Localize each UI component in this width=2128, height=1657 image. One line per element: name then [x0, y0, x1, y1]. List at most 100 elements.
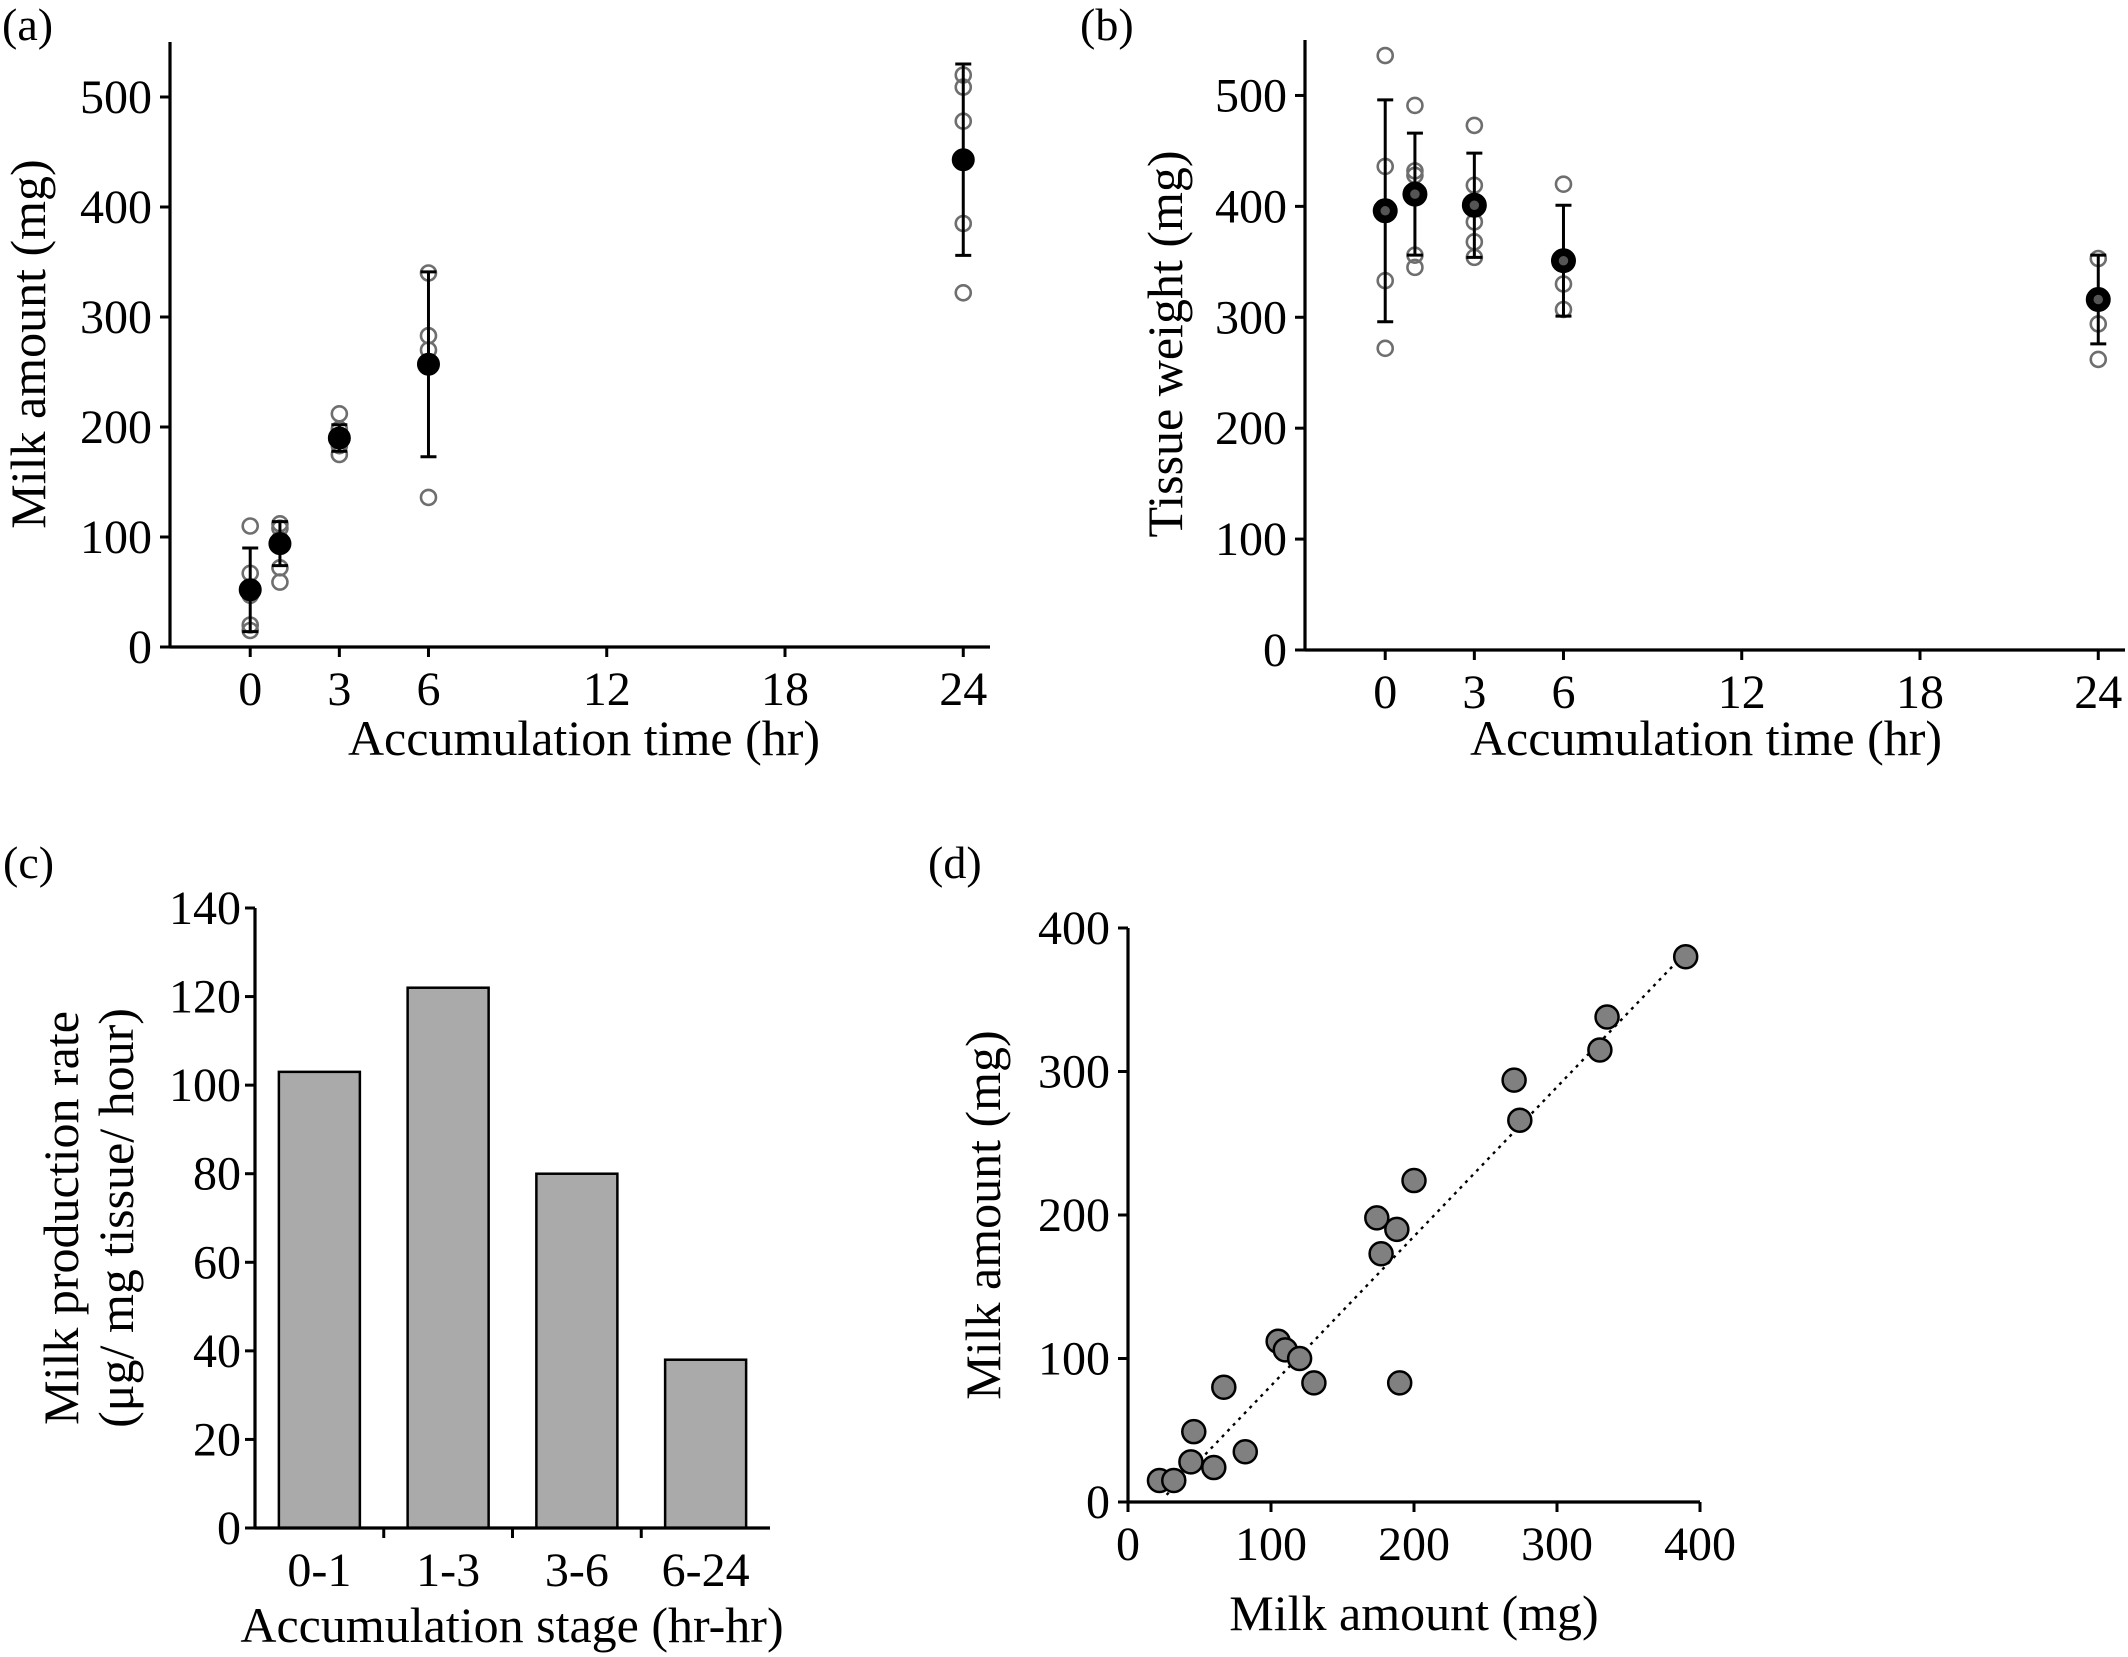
- panel-a-mean-point: [951, 148, 975, 172]
- panel-b-raw-point: [1376, 339, 1395, 358]
- panel-b-mean-point-center: [1377, 203, 1393, 219]
- panel-c-xtick-label: 6-24: [662, 1544, 750, 1597]
- panel-d-point: [1384, 1216, 1410, 1243]
- panel-b-raw-point: [1376, 46, 1395, 65]
- panel-a-raw-point: [241, 517, 260, 535]
- panel-c-ytick-label: 80: [193, 1148, 241, 1201]
- panel-d-point: [1364, 1205, 1390, 1231]
- panel-d-point: [1201, 1454, 1227, 1481]
- panel-a-mean-point: [268, 532, 292, 556]
- panel-a-raw-point: [271, 573, 289, 591]
- panel-d-point: [1672, 943, 1699, 970]
- panel-d-ytick-label: 200: [1038, 1189, 1110, 1242]
- panel-d-point: [1587, 1037, 1613, 1063]
- panel-d-point: [1161, 1467, 1187, 1494]
- panel-c-ytick-label: 40: [193, 1325, 241, 1378]
- panel-a-raw-point: [330, 404, 349, 423]
- panel-d-xtick-label: 0: [1116, 1518, 1140, 1571]
- panel-a: (a) 0 100 200 300 400 500 0 3 6 12 18 24 Accumulati…: [0, 0, 990, 766]
- panel-d-ytick-label: 100: [1038, 1333, 1110, 1386]
- panel-d-label: (d): [928, 837, 982, 888]
- panel-b-xtick-label: 24: [2074, 666, 2122, 719]
- panel-d-point: [1211, 1374, 1237, 1400]
- panel-c-bar-0-1: [277, 1070, 362, 1530]
- panel-d-ytick-label: 0: [1086, 1476, 1110, 1529]
- panel-a-y-axis-label: Milk amount (mg): [0, 159, 56, 528]
- panel-d-xtick-label: 300: [1521, 1518, 1593, 1571]
- panel-a-xtick-label: 12: [583, 663, 631, 716]
- panel-c-bar-1-3: [406, 986, 490, 1530]
- panel-b-x-axis-label: Accumulation time (hr): [1470, 710, 1942, 766]
- panel-d-point: [1401, 1167, 1427, 1194]
- panel-b: (b) 0 100 200 300 400 500 0 3 6 12 18 24 Accumulati…: [1080, 0, 2125, 766]
- panel-d-point: [1178, 1449, 1204, 1475]
- panel-d-ytick-label: 300: [1038, 1046, 1110, 1099]
- panel-a-xtick-label: 24: [939, 663, 987, 716]
- panel-a-ytick-label: 100: [80, 511, 152, 564]
- panel-b-xtick-label: 18: [1896, 666, 1944, 719]
- panel-d-xtick-label: 400: [1664, 1518, 1736, 1571]
- panel-b-mean-point-center: [1407, 186, 1423, 202]
- panel-c-ytick-label: 100: [169, 1059, 241, 1112]
- panel-b-label: (b): [1080, 0, 1134, 50]
- panel-d-xtick-label: 100: [1235, 1518, 1307, 1571]
- panel-c-ytick-label: 0: [217, 1502, 241, 1555]
- panel-b-raw-point: [1406, 258, 1424, 277]
- panel-d-point: [1368, 1240, 1394, 1267]
- panel-d-point: [1386, 1370, 1413, 1396]
- panel-c-ytick-label: 60: [193, 1236, 241, 1289]
- panel-b-ytick-label: 500: [1215, 69, 1287, 122]
- panel-a-xtick-label: 6: [416, 663, 440, 716]
- panel-c-x-axis-label: Accumulation stage (hr-hr): [240, 1597, 783, 1653]
- panel-b-mean-point-center: [1556, 253, 1571, 268]
- panel-c-y-axis-label-line1: Milk production rate: [33, 1011, 89, 1425]
- panel-b-ytick-label: 300: [1215, 291, 1287, 344]
- panel-b-xtick-label: 3: [1462, 666, 1486, 719]
- panel-b-raw-point: [1465, 116, 1484, 135]
- panel-c-bar-6-24: [663, 1358, 748, 1530]
- panel-b-y-axis-label: Tissue weight (mg): [1137, 150, 1193, 537]
- panel-d-xtick-label: 200: [1378, 1518, 1450, 1571]
- panel-c-bar-3-6: [535, 1172, 619, 1530]
- panel-d-point: [1594, 1004, 1620, 1030]
- panel-d-point: [1181, 1418, 1207, 1445]
- panel-b-mean-point-center: [1467, 198, 1482, 213]
- panel-d-ytick-label: 400: [1038, 902, 1110, 955]
- panel-d-point: [1301, 1370, 1327, 1396]
- panel-c-xtick-label: 3-6: [545, 1544, 609, 1597]
- panel-b-raw-point: [2089, 350, 2108, 369]
- panel-d-y-axis-label: Milk amount (mg): [955, 1030, 1011, 1399]
- panel-c-ytick-label: 140: [169, 882, 241, 935]
- panel-a-mean-point: [327, 426, 351, 450]
- panel-c-xtick-label: 1-3: [416, 1544, 480, 1597]
- panel-a-xtick-label: 18: [761, 663, 809, 716]
- panel-d: (d) 0 100 200 300 400 0 100 200 300 400 Milk amou…: [928, 837, 1736, 1641]
- panel-a-ytick-label: 200: [80, 401, 152, 454]
- panel-a-ytick-label: 500: [80, 71, 152, 124]
- panel-b-raw-point: [1406, 96, 1424, 115]
- panel-b-ytick-label: 200: [1215, 402, 1287, 455]
- panel-c-xtick-label: 0-1: [287, 1544, 351, 1597]
- panel-d-point: [1507, 1107, 1533, 1134]
- panel-a-raw-point: [419, 488, 438, 507]
- panel-d-fit-line: [1165, 948, 1690, 1496]
- panel-a-xtick-label: 3: [327, 663, 351, 716]
- panel-b-ytick-label: 100: [1215, 513, 1287, 566]
- panel-c: (c) 0 20 40 60 80 100 120 140 0-1 1-3 3-6 6-24 Accu…: [3, 837, 784, 1653]
- panel-c-ytick-label: 120: [169, 971, 241, 1024]
- panel-b-ytick-label: 400: [1215, 180, 1287, 233]
- panel-b-xtick-label: 6: [1551, 666, 1575, 719]
- panel-a-ytick-label: 300: [80, 291, 152, 344]
- panel-b-mean-point-center: [2091, 292, 2106, 307]
- panel-c-y-axis-label-line2: (μg/ mg tissue/ hour): [88, 1008, 144, 1428]
- panel-a-raw-point: [954, 283, 973, 302]
- panel-a-label: (a): [2, 0, 53, 50]
- panel-c-label: (c): [3, 837, 54, 888]
- panel-a-xtick-label: 0: [238, 663, 262, 716]
- panel-b-xtick-label: 12: [1718, 666, 1766, 719]
- panel-c-ytick-label: 20: [193, 1413, 241, 1466]
- panel-d-point: [1501, 1067, 1527, 1093]
- panel-a-mean-point: [238, 578, 262, 602]
- panel-a-ytick-label: 400: [80, 181, 152, 234]
